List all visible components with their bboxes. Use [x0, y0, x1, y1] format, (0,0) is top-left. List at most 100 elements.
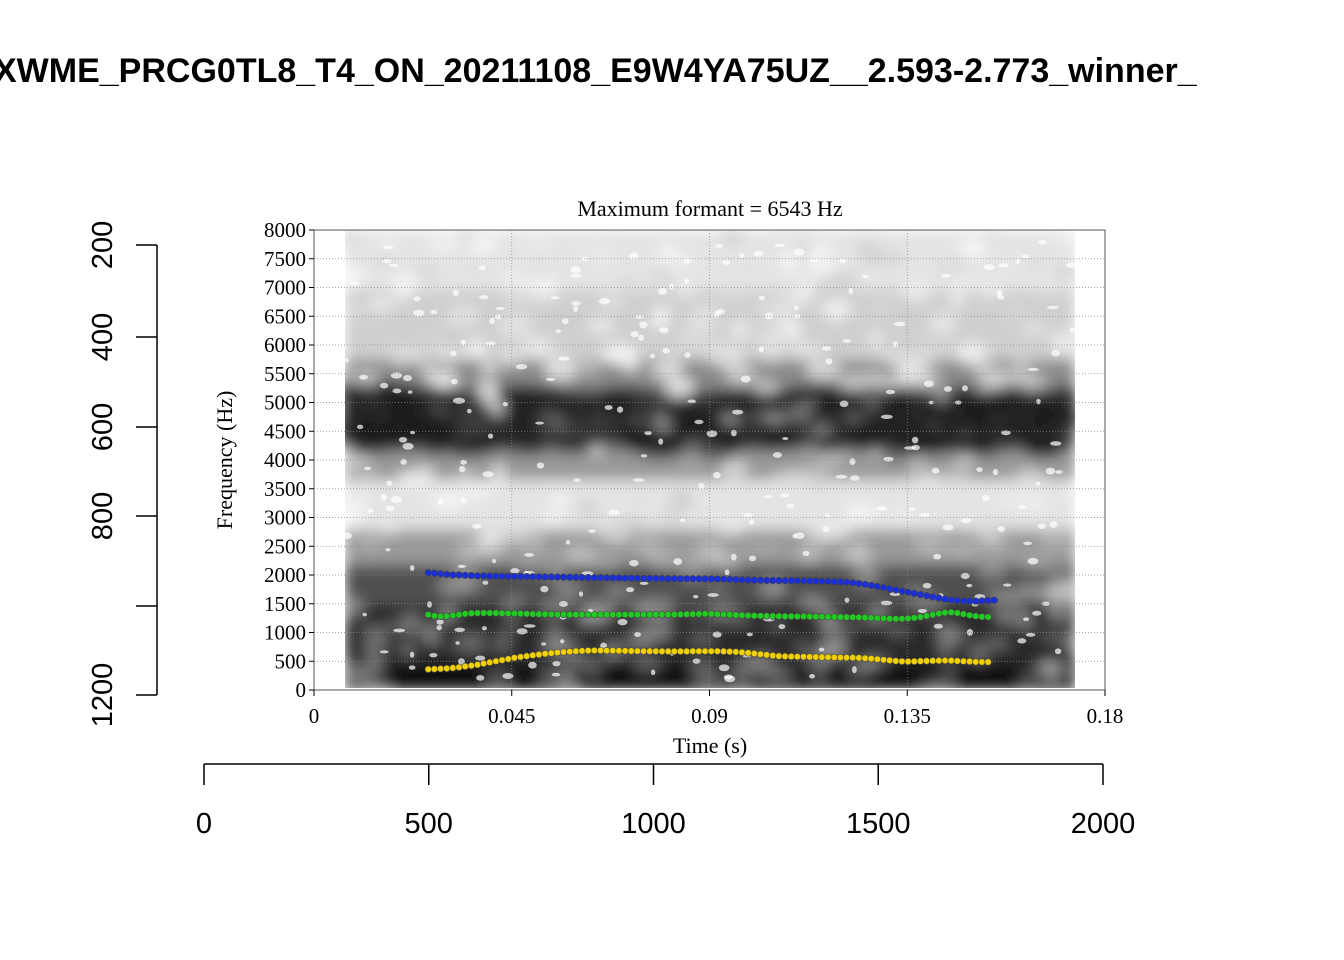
x-axis-title: Time (s)	[673, 733, 747, 758]
formant-point	[424, 569, 432, 577]
formant-point	[609, 647, 617, 655]
formant-point	[566, 573, 574, 581]
formant-point	[639, 647, 648, 655]
formant-point	[935, 594, 943, 602]
formant-point	[867, 655, 875, 663]
formant-point	[763, 612, 771, 620]
formant-point	[443, 664, 451, 673]
formant-point	[898, 657, 906, 665]
formant-point	[929, 593, 937, 601]
formant-point	[849, 654, 857, 662]
formant-point	[941, 609, 949, 617]
formant-point	[683, 575, 691, 583]
formant-point	[978, 597, 986, 605]
formant-point	[855, 654, 863, 662]
formant-point	[972, 612, 980, 620]
formant-point	[670, 575, 678, 583]
formant-point	[855, 613, 863, 622]
formant-point	[861, 580, 869, 589]
formant-point	[523, 652, 531, 660]
formant-point	[966, 611, 974, 619]
y-tick-label: 5500	[264, 362, 306, 386]
formant-point	[732, 611, 740, 619]
formant-point	[713, 647, 722, 655]
y-tick-label: 6500	[264, 304, 306, 328]
formant-point	[560, 648, 568, 656]
formant-point	[812, 577, 820, 585]
formant-point	[683, 647, 691, 655]
formant-point	[972, 597, 980, 605]
formant-point	[867, 581, 875, 590]
formant-point	[590, 574, 598, 582]
formant-point	[787, 612, 795, 621]
formant-point	[523, 573, 531, 581]
formant-point	[707, 575, 715, 583]
formant-point	[818, 577, 826, 585]
y-axis-title: Frequency (Hz)	[212, 391, 237, 530]
outer-left-tick-label: 600	[87, 403, 119, 451]
outer-bottom-tick-label: 0	[196, 808, 212, 840]
formant-point	[492, 657, 500, 665]
formant-point	[523, 610, 531, 618]
formant-point	[892, 615, 900, 623]
formant-point	[763, 576, 771, 585]
formant-point	[886, 656, 894, 664]
formant-point	[486, 572, 494, 580]
formant-point	[615, 647, 623, 655]
formant-point	[824, 577, 832, 585]
formant-point	[486, 609, 494, 617]
formant-point	[836, 653, 845, 662]
formant-point	[836, 578, 845, 586]
formant-point	[467, 609, 475, 617]
formant-point	[744, 576, 752, 584]
formant-point	[467, 661, 475, 670]
formant-point	[486, 658, 494, 667]
formant-point	[436, 665, 445, 673]
formant-point	[664, 575, 672, 583]
formant-point	[719, 575, 728, 583]
formant-point	[707, 610, 715, 618]
formant-point	[732, 648, 740, 656]
formant-point	[449, 611, 457, 620]
formant-point	[984, 613, 992, 621]
formant-point	[443, 612, 451, 620]
formant-point	[922, 657, 931, 665]
formant-point	[461, 571, 469, 579]
formant-point	[849, 579, 857, 587]
formant-point	[793, 653, 801, 661]
formant-point	[658, 647, 666, 655]
formant-point	[744, 649, 752, 657]
formant-point	[596, 574, 605, 582]
formant-point	[953, 657, 961, 665]
formant-point	[578, 647, 586, 655]
outer-left-tick-label: 400	[87, 313, 119, 361]
formant-point	[959, 657, 968, 665]
formant-point	[689, 575, 697, 583]
formant-point	[566, 611, 574, 619]
formant-point	[843, 613, 851, 621]
formant-point	[879, 656, 888, 664]
formant-point	[799, 653, 808, 661]
y-tick-label: 3000	[264, 506, 306, 530]
formant-point	[941, 656, 949, 665]
formant-point	[806, 612, 814, 621]
formant-point	[424, 665, 432, 673]
formant-point	[769, 652, 777, 660]
formant-point	[596, 646, 605, 655]
formant-point	[627, 647, 635, 655]
formant-point	[707, 647, 715, 655]
formant-point	[787, 652, 795, 661]
formant-point	[547, 610, 555, 618]
formant-point	[430, 612, 439, 620]
formant-point	[596, 611, 605, 619]
formant-point	[799, 577, 808, 585]
formant-point	[701, 610, 709, 618]
formant-point	[873, 614, 881, 622]
formant-point	[799, 612, 808, 621]
formant-point	[547, 649, 555, 657]
formant-point	[639, 611, 648, 619]
formant-point	[738, 611, 746, 619]
formant-point	[763, 651, 771, 659]
formant-point	[480, 572, 488, 580]
formant-series-3	[424, 646, 992, 673]
